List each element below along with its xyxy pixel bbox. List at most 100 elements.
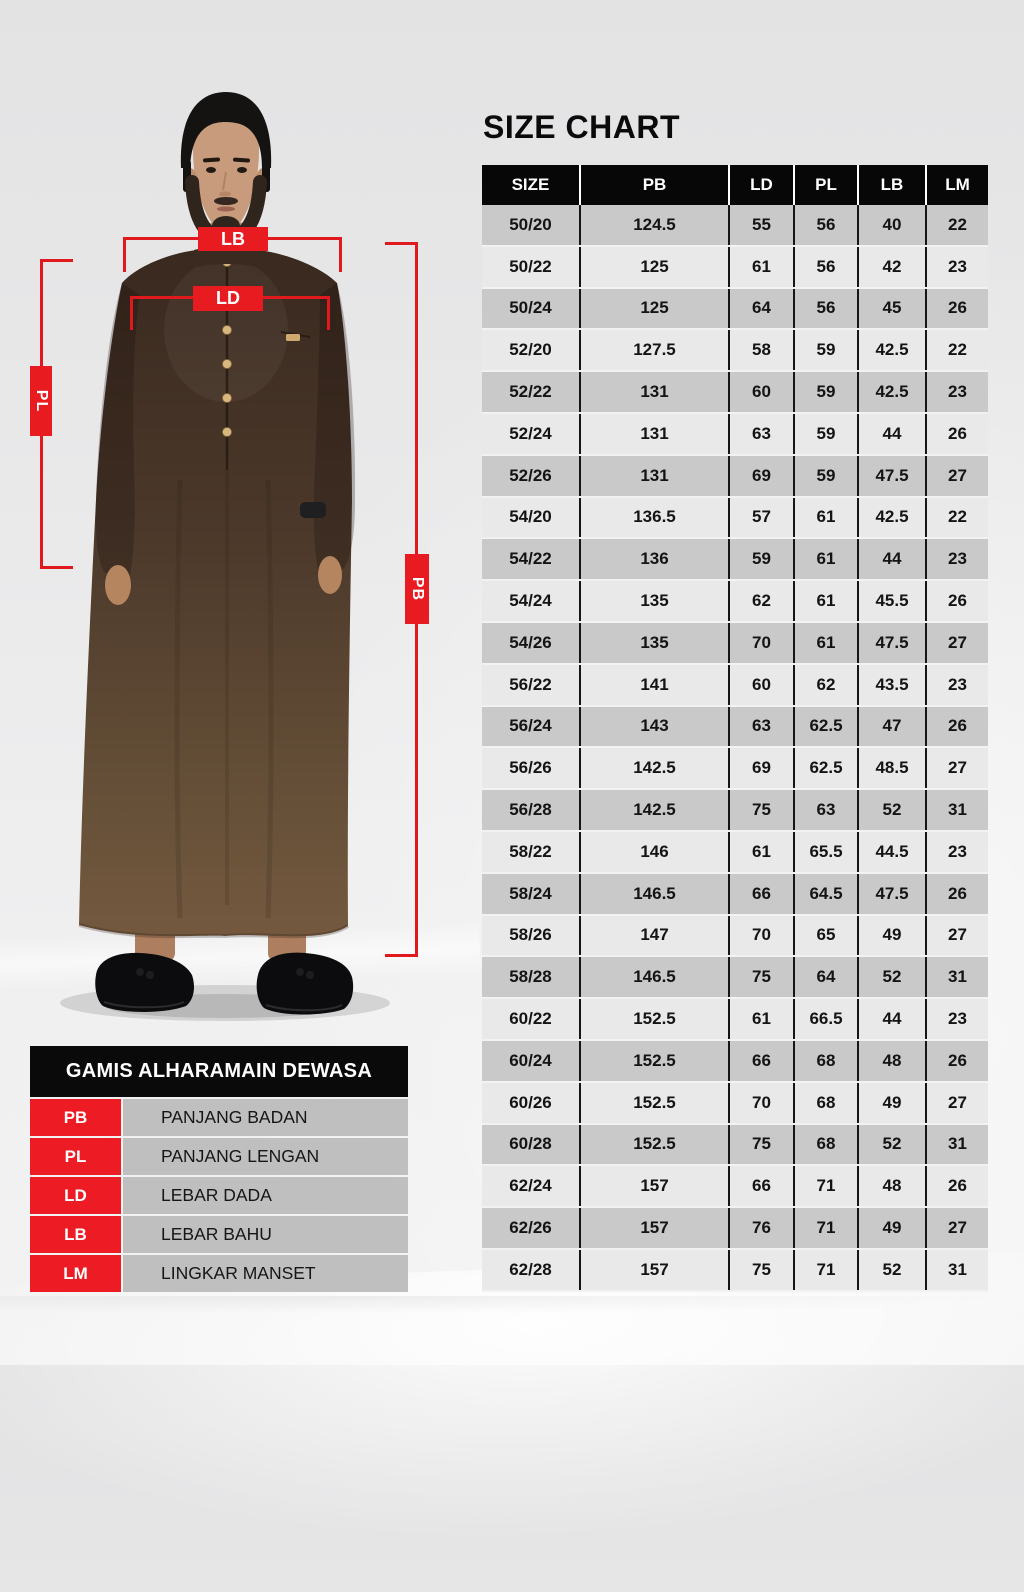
- cell-lb: 49: [857, 1207, 926, 1250]
- cell-size: 52/22: [482, 371, 580, 414]
- col-header-size: SIZE: [482, 165, 580, 205]
- cell-lb: 49: [857, 914, 926, 958]
- cell-pl: 61: [793, 496, 858, 540]
- cell-pb: 131: [579, 371, 729, 414]
- cell-lb: 44: [857, 998, 926, 1041]
- legend-row: PB PANJANG BADAN: [30, 1099, 408, 1136]
- cell-size: 50/24: [482, 287, 580, 331]
- cell-size: 56/24: [482, 705, 580, 749]
- table-row: 52/26 131 69 59 47.5 27: [482, 454, 988, 498]
- cell-pl: 62: [793, 663, 858, 707]
- measurement-legend: GAMIS ALHARAMAIN DEWASA PB PANJANG BADAN…: [30, 1046, 408, 1292]
- cell-lm: 23: [925, 538, 988, 582]
- table-row: 54/20 136.5 57 61 42.5 22: [482, 496, 988, 540]
- cell-ld: 60: [728, 663, 794, 707]
- cell-ld: 70: [728, 1081, 794, 1125]
- legend-label: LINGKAR MANSET: [123, 1255, 408, 1292]
- cell-size: 58/24: [482, 872, 580, 916]
- cell-pb: 131: [579, 454, 729, 498]
- table-row: 56/22 141 60 62 43.5 23: [482, 663, 988, 707]
- table-row: 60/28 152.5 75 68 52 31: [482, 1123, 988, 1167]
- cell-lb: 48: [857, 1039, 926, 1083]
- cell-pb: 124.5: [579, 205, 729, 247]
- cell-pb: 147: [579, 914, 729, 958]
- cell-pb: 142.5: [579, 747, 729, 791]
- cell-lb: 52: [857, 789, 926, 832]
- cell-lb: 42.5: [857, 329, 926, 373]
- cell-pl: 62.5: [793, 705, 858, 749]
- cell-pb: 127.5: [579, 329, 729, 373]
- pl-measure-tick-bottom: [40, 566, 73, 569]
- cell-ld: 63: [728, 412, 794, 456]
- cell-lm: 27: [925, 454, 988, 498]
- legend-label: LEBAR BAHU: [123, 1216, 408, 1253]
- cell-lm: 27: [925, 914, 988, 958]
- table-row: 62/24 157 66 71 48 26: [482, 1165, 988, 1209]
- cell-lm: 22: [925, 496, 988, 540]
- cell-lm: 26: [925, 412, 988, 456]
- size-table: SIZE PB LD PL LB LM 50/20 124.5 55 56 40…: [482, 165, 988, 1292]
- table-row: 56/24 143 63 62.5 47 26: [482, 705, 988, 749]
- table-row: 60/22 152.5 61 66.5 44 23: [482, 998, 988, 1041]
- cell-lb: 47.5: [857, 621, 926, 665]
- cell-ld: 75: [728, 1248, 794, 1292]
- cell-pb: 157: [579, 1248, 729, 1292]
- head: [180, 92, 272, 268]
- cell-lm: 23: [925, 245, 988, 289]
- cell-pl: 66.5: [793, 998, 858, 1041]
- header-row: SIZE PB LD PL LB LM: [482, 165, 988, 205]
- legend-row: PL PANJANG LENGAN: [30, 1138, 408, 1175]
- cell-size: 50/20: [482, 205, 580, 247]
- cell-lm: 31: [925, 956, 988, 1000]
- col-header-lb: LB: [857, 165, 926, 205]
- cell-ld: 64: [728, 287, 794, 331]
- legend-label: PANJANG BADAN: [123, 1099, 408, 1136]
- legend-code: LM: [30, 1255, 121, 1292]
- cell-pl: 64: [793, 956, 858, 1000]
- table-row: 62/26 157 76 71 49 27: [482, 1207, 988, 1250]
- cell-size: 58/22: [482, 830, 580, 874]
- cell-size: 62/28: [482, 1248, 580, 1292]
- cell-ld: 66: [728, 1039, 794, 1083]
- size-table-body: 50/20 124.5 55 56 40 22 50/22 125 61 56 …: [482, 205, 988, 1292]
- cell-pl: 61: [793, 538, 858, 582]
- cell-pl: 68: [793, 1081, 858, 1125]
- ld-measure-tick-left: [130, 296, 133, 330]
- legend-code: LD: [30, 1177, 121, 1214]
- cell-lb: 52: [857, 1248, 926, 1292]
- cell-pl: 61: [793, 621, 858, 665]
- table-row: 58/26 147 70 65 49 27: [482, 914, 988, 958]
- cell-size: 52/26: [482, 454, 580, 498]
- cell-pb: 135: [579, 580, 729, 623]
- cell-ld: 75: [728, 1123, 794, 1167]
- cell-lm: 23: [925, 830, 988, 874]
- table-row: 60/26 152.5 70 68 49 27: [482, 1081, 988, 1125]
- cell-pl: 59: [793, 329, 858, 373]
- cell-ld: 55: [728, 205, 794, 247]
- cell-ld: 62: [728, 580, 794, 623]
- cell-lm: 22: [925, 205, 988, 247]
- pb-label-text: PB: [409, 576, 427, 602]
- cell-ld: 66: [728, 1165, 794, 1209]
- pl-measure-tick-top: [40, 259, 73, 262]
- cell-pl: 61: [793, 580, 858, 623]
- ld-measure-label: LD: [193, 286, 263, 311]
- table-row: 60/24 152.5 66 68 48 26: [482, 1039, 988, 1083]
- cell-lb: 45: [857, 287, 926, 331]
- col-header-pl: PL: [793, 165, 858, 205]
- cell-lb: 47.5: [857, 872, 926, 916]
- cell-pl: 68: [793, 1123, 858, 1167]
- page-title: SIZE CHART: [483, 109, 680, 145]
- cell-pb: 125: [579, 245, 729, 289]
- cell-size: 56/22: [482, 663, 580, 707]
- ld-measure-tick-right: [327, 296, 330, 330]
- table-row: 52/20 127.5 58 59 42.5 22: [482, 329, 988, 373]
- cell-lm: 27: [925, 1207, 988, 1250]
- cell-pb: 136.5: [579, 496, 729, 540]
- pb-measure-tick-bottom: [385, 954, 418, 957]
- cell-lm: 31: [925, 1123, 988, 1167]
- table-row: 54/26 135 70 61 47.5 27: [482, 621, 988, 665]
- cell-ld: 70: [728, 621, 794, 665]
- cell-size: 50/22: [482, 245, 580, 289]
- cell-pl: 68: [793, 1039, 858, 1083]
